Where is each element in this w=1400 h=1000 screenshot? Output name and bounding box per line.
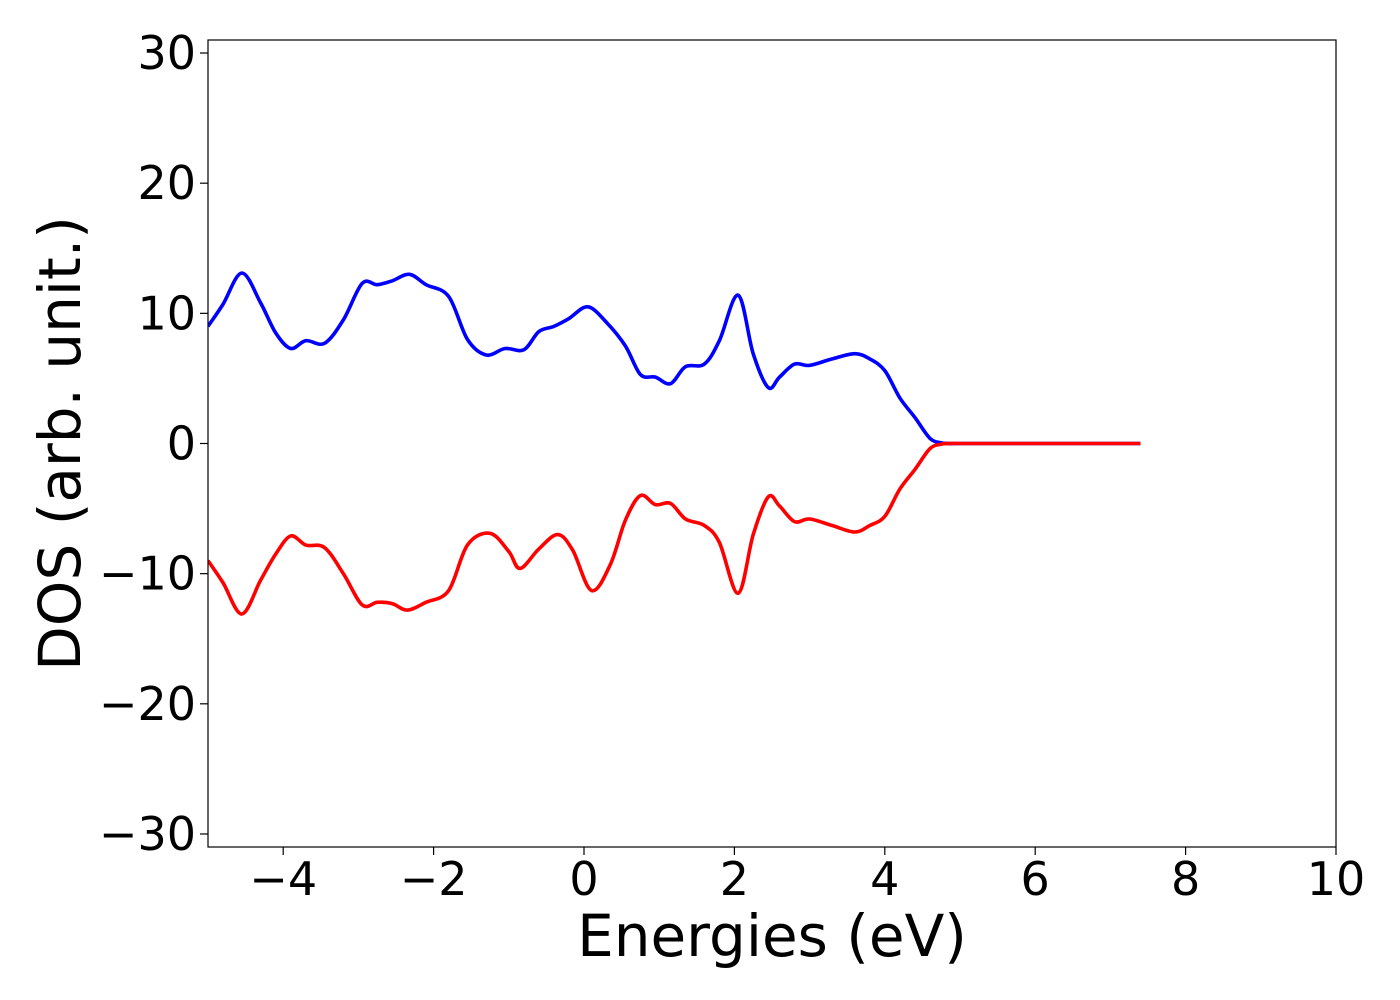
x-tick-label: 2 [720, 852, 749, 906]
y-tick-label: −20 [99, 677, 196, 731]
x-axis-label: Energies (eV) [577, 902, 967, 970]
y-tick-label: 20 [137, 156, 196, 210]
series-line-1 [208, 271, 1141, 446]
x-tick-label: −4 [249, 852, 317, 906]
y-tick-label: 30 [137, 26, 196, 80]
y-tick-label: 10 [137, 286, 196, 340]
y-tick-label: 0 [167, 417, 196, 471]
series-layer [208, 271, 1141, 616]
x-tick-label: −2 [400, 852, 468, 906]
x-tick-label: 4 [870, 852, 899, 906]
x-tick-label: 8 [1171, 852, 1200, 906]
x-axis: −4 −2 0 2 4 6 8 10 [249, 847, 1365, 906]
x-tick-label: 0 [569, 852, 598, 906]
y-tick-label: −10 [99, 547, 196, 601]
y-axis: −30 −20 −10 0 10 20 30 [99, 26, 208, 861]
y-tick-label: −30 [99, 807, 196, 861]
plot-frame [207, 39, 1337, 848]
series-line-2 [208, 441, 1141, 616]
x-tick-label: 6 [1021, 852, 1050, 906]
x-tick-label: 10 [1307, 852, 1366, 906]
y-axis-label: DOS (arb. unit.) [26, 216, 94, 671]
